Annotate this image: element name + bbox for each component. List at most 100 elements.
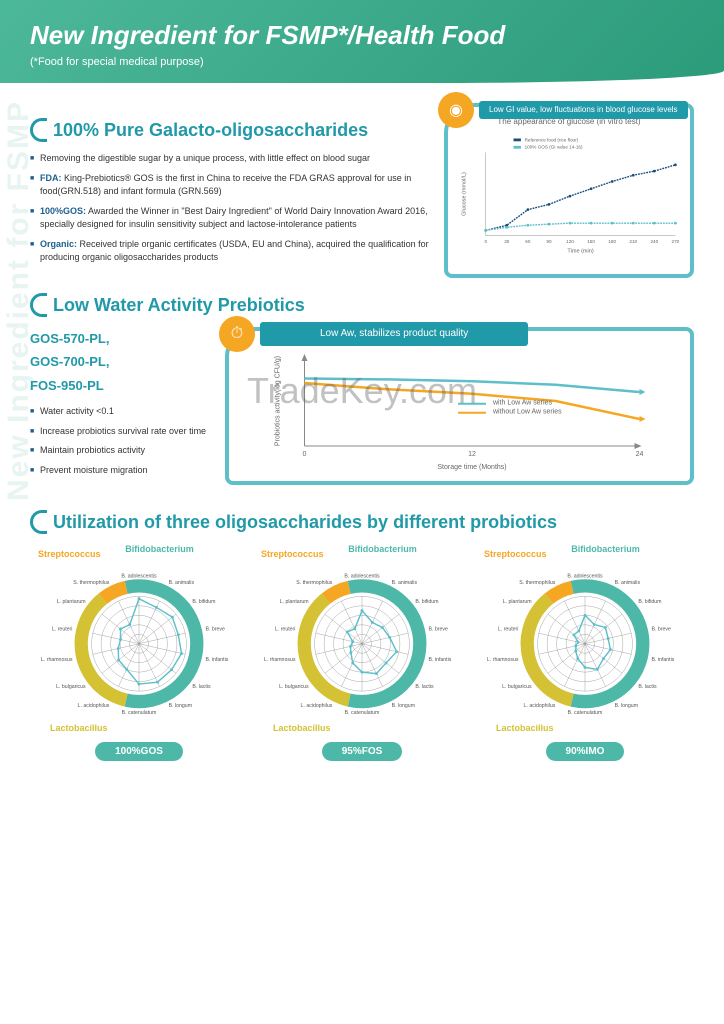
svg-text:180: 180: [608, 239, 616, 244]
svg-text:B. longum: B. longum: [392, 703, 415, 709]
svg-text:0: 0: [484, 239, 487, 244]
svg-text:B. catenulatum: B. catenulatum: [345, 710, 380, 716]
section2-title: Low Water Activity Prebiotics: [30, 293, 694, 317]
svg-text:B. longum: B. longum: [615, 703, 638, 709]
svg-text:120: 120: [566, 239, 574, 244]
radar-label: 95%FOS: [322, 742, 403, 761]
page-header: New Ingredient for FSMP*/Health Food (*F…: [0, 0, 724, 83]
svg-text:B. adolescentis: B. adolescentis: [567, 573, 603, 579]
svg-text:L. rhamnosus: L. rhamnosus: [41, 657, 73, 663]
group-lacto: Lactobacillus: [50, 723, 108, 733]
svg-text:L. plantarum: L. plantarum: [503, 599, 532, 605]
svg-text:B. breve: B. breve: [429, 626, 448, 632]
svg-text:B. lactis: B. lactis: [415, 684, 434, 690]
group-strepto: Streptococcus: [484, 549, 547, 559]
svg-text:90: 90: [546, 239, 552, 244]
group-bifido: Bifidobacterium: [571, 544, 640, 554]
bullet-item: Increase probiotics survival rate over t…: [30, 425, 210, 439]
section-1: 100% Pure Galacto-oligosaccharides Remov…: [30, 103, 694, 278]
svg-text:12: 12: [468, 451, 476, 458]
svg-text:150: 150: [587, 239, 595, 244]
svg-text:0: 0: [303, 451, 307, 458]
svg-text:B. infantis: B. infantis: [652, 657, 675, 663]
header-title: New Ingredient for FSMP*/Health Food: [30, 20, 694, 51]
svg-text:L. plantarum: L. plantarum: [280, 599, 309, 605]
svg-text:B. longum: B. longum: [169, 703, 192, 709]
radar-chart-item: Bifidobacterium Streptococcus Lactobacillu…: [476, 544, 694, 761]
activity-chart-box: ⏱ Low Aw, stabilizes product quality 012…: [225, 327, 694, 485]
svg-text:Glucose (mmol/L): Glucose (mmol/L): [461, 172, 467, 216]
svg-text:270: 270: [672, 239, 680, 244]
radar-chart-item: Bifidobacterium Streptococcus Lactobacillu…: [253, 544, 471, 761]
svg-text:B. breve: B. breve: [652, 626, 671, 632]
svg-text:B. animalis: B. animalis: [169, 580, 195, 586]
svg-text:B. animalis: B. animalis: [615, 580, 641, 586]
svg-text:L. acidophilus: L. acidophilus: [524, 703, 556, 709]
glucose-chart-box: ◉ Low GI value, low fluctuations in bloo…: [444, 103, 694, 278]
svg-text:B. infantis: B. infantis: [429, 657, 452, 663]
section-2: GOS-570-PL,GOS-700-PL,FOS-950-PL Water a…: [30, 327, 694, 485]
activity-chart: 01224Storage time (Months)Probiotics act…: [239, 341, 680, 471]
svg-text:100% GOS (GI value 14-16): 100% GOS (GI value 14-16): [525, 145, 583, 150]
svg-text:B. bifidum: B. bifidum: [192, 599, 215, 605]
group-bifido: Bifidobacterium: [348, 544, 417, 554]
svg-text:B. adolescentis: B. adolescentis: [344, 573, 380, 579]
radar-label: 100%GOS: [95, 742, 183, 761]
svg-text:210: 210: [629, 239, 637, 244]
svg-text:L. rhamnosus: L. rhamnosus: [264, 657, 296, 663]
group-bifido: Bifidobacterium: [125, 544, 194, 554]
svg-text:B. catenulatum: B. catenulatum: [568, 710, 603, 716]
section3-title: Utilization of three oligosaccharides by…: [30, 510, 694, 534]
radar-svg: B. adolescentis B. animalis B. bifidum B. b…: [476, 544, 694, 734]
svg-text:L. rhamnosus: L. rhamnosus: [487, 657, 519, 663]
svg-text:B. bifidum: B. bifidum: [638, 599, 661, 605]
svg-text:B. animalis: B. animalis: [392, 580, 418, 586]
svg-text:L. acidophilus: L. acidophilus: [78, 703, 110, 709]
svg-text:L. bulgaricus: L. bulgaricus: [56, 684, 86, 690]
svg-text:B. lactis: B. lactis: [192, 684, 211, 690]
radar-label: 90%IMO: [546, 742, 625, 761]
svg-text:Probiotics activity(log CFU/g): Probiotics activity(log CFU/g): [275, 356, 282, 446]
header-subtitle: (*Food for special medical purpose): [30, 56, 694, 68]
svg-text:B. bifidum: B. bifidum: [415, 599, 438, 605]
svg-text:S. thermophilus: S. thermophilus: [73, 580, 110, 586]
product-codes: GOS-570-PL,GOS-700-PL,FOS-950-PL: [30, 327, 210, 397]
svg-text:B. lactis: B. lactis: [638, 684, 657, 690]
section1-title: 100% Pure Galacto-oligosaccharides: [30, 118, 434, 142]
svg-text:L. reuteri: L. reuteri: [275, 626, 296, 632]
svg-text:Storage time (Months): Storage time (Months): [437, 464, 506, 471]
radar-svg: B. adolescentis B. animalis B. bifidum B. b…: [30, 544, 248, 734]
group-lacto: Lactobacillus: [496, 723, 554, 733]
radar-charts-row: Bifidobacterium Streptococcus Lactobacillu…: [30, 544, 694, 761]
page-content: 100% Pure Galacto-oligosaccharides Remov…: [0, 83, 724, 781]
svg-text:B. breve: B. breve: [206, 626, 225, 632]
svg-text:Time (min): Time (min): [567, 248, 593, 254]
svg-text:30: 30: [504, 239, 510, 244]
svg-text:Reference food (rice flour): Reference food (rice flour): [525, 137, 579, 142]
stopwatch-icon: ⏱: [219, 316, 255, 352]
group-strepto: Streptococcus: [38, 549, 101, 559]
svg-text:L. reuteri: L. reuteri: [498, 626, 519, 632]
chart1-badge: ◉ Low GI value, low fluctuations in bloo…: [438, 92, 688, 128]
svg-text:B. catenulatum: B. catenulatum: [122, 710, 157, 716]
svg-text:S. thermophilus: S. thermophilus: [519, 580, 556, 586]
radar-chart-item: Bifidobacterium Streptococcus Lactobacillu…: [30, 544, 248, 761]
bullet-item: Maintain probiotics activity: [30, 444, 210, 458]
svg-text:L. bulgaricus: L. bulgaricus: [502, 684, 532, 690]
svg-text:with Low Aw series: with Low Aw series: [492, 400, 553, 407]
chart2-badge: ⏱ Low Aw, stabilizes product quality: [219, 316, 528, 352]
svg-text:L. acidophilus: L. acidophilus: [301, 703, 333, 709]
group-lacto: Lactobacillus: [273, 723, 331, 733]
chart1-badge-label: Low GI value, low fluctuations in blood …: [479, 101, 688, 119]
svg-text:without Low Aw series: without Low Aw series: [492, 409, 562, 416]
group-strepto: Streptococcus: [261, 549, 324, 559]
radar-svg: B. adolescentis B. animalis B. bifidum B. b…: [253, 544, 471, 734]
svg-text:L. reuteri: L. reuteri: [52, 626, 73, 632]
svg-text:B. infantis: B. infantis: [206, 657, 229, 663]
section2-bullets: Water activity <0.1 Increase probiotics s…: [30, 405, 210, 477]
meter-icon: ◉: [438, 92, 474, 128]
bullet-item: Water activity <0.1: [30, 405, 210, 419]
svg-text:B. adolescentis: B. adolescentis: [121, 573, 157, 579]
glucose-chart: 0306090120150180210240270Time (min)Gluco…: [458, 129, 680, 259]
bullet-item: 100%GOS: Awarded the Winner in "Best Dai…: [30, 205, 434, 232]
